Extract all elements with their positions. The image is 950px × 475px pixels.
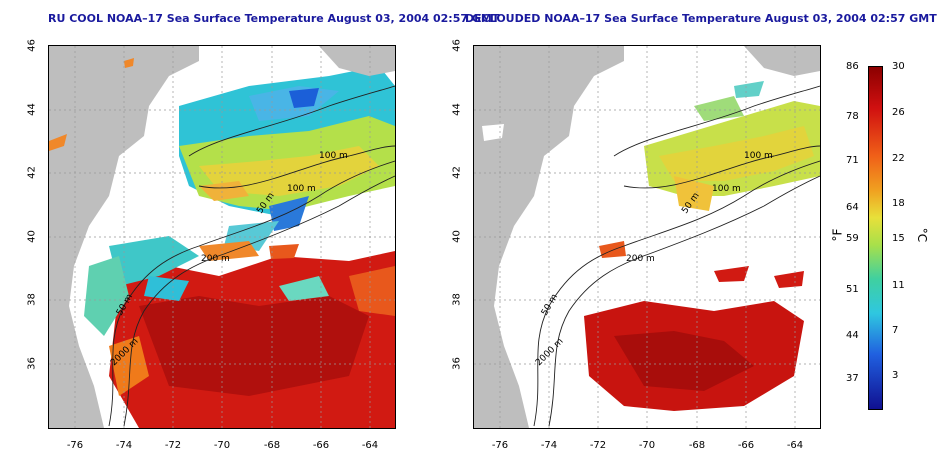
right-lat-label-38: 38 bbox=[451, 293, 463, 306]
left-map-title: RU COOL NOAA–17 Sea Surface Temperature … bbox=[48, 12, 500, 25]
colorbar-c-label-3: 3 bbox=[892, 370, 899, 381]
colorbar-f-label-59: 59 bbox=[846, 233, 859, 244]
right-lat-label-40: 40 bbox=[451, 230, 463, 243]
right-contour-label-2: 100 m bbox=[712, 184, 741, 194]
left-lon-label-74: -74 bbox=[115, 440, 133, 451]
left-map-panel: 100 m 100 m 50 m 200 m 50 m 2000 m bbox=[48, 45, 396, 429]
left-map-canvas: 100 m 100 m 50 m 200 m 50 m 2000 m bbox=[49, 46, 395, 428]
colorbar-c-label-11: 11 bbox=[892, 280, 905, 291]
left-lon-label-64: -64 bbox=[361, 440, 379, 451]
colorbar-f-label-71: 71 bbox=[846, 155, 859, 166]
left-lon-label-66: -66 bbox=[312, 440, 330, 451]
right-lat-label-42: 42 bbox=[451, 166, 463, 179]
right-contour-label-4: 200 m bbox=[626, 254, 655, 264]
colorbar-f-label-64: 64 bbox=[846, 202, 859, 213]
colorbar-c-label-18: 18 bbox=[892, 198, 905, 209]
right-map-title: DECLOUDED NOAA–17 Sea Surface Temperatur… bbox=[465, 12, 937, 25]
colorbar-f-label-78: 78 bbox=[846, 111, 859, 122]
left-lat-label-42: 42 bbox=[26, 166, 38, 179]
right-lat-label-36: 36 bbox=[451, 357, 463, 370]
left-lon-label-68: -68 bbox=[263, 440, 281, 451]
right-lon-label-66: -66 bbox=[737, 440, 755, 451]
right-lon-label-72: -72 bbox=[589, 440, 607, 451]
temperature-colorbar bbox=[868, 66, 883, 410]
left-lat-label-46: 46 bbox=[26, 39, 38, 52]
left-contour-label-4: 200 m bbox=[201, 254, 230, 264]
colorbar-f-label-86: 86 bbox=[846, 61, 859, 72]
left-lat-label-38: 38 bbox=[26, 293, 38, 306]
right-map-canvas: 100 m 100 m 50 m 200 m 50 m 2000 m bbox=[474, 46, 820, 428]
left-lon-label-70: -70 bbox=[213, 440, 231, 451]
right-contour-label-1: 100 m bbox=[744, 151, 773, 161]
colorbar-unit-c: °C bbox=[915, 227, 930, 243]
right-lat-label-44: 44 bbox=[451, 103, 463, 116]
colorbar-c-label-7: 7 bbox=[892, 325, 899, 336]
right-lon-label-74: -74 bbox=[540, 440, 558, 451]
right-lon-label-76: -76 bbox=[491, 440, 509, 451]
colorbar-f-label-44: 44 bbox=[846, 330, 859, 341]
left-contour-label-2: 100 m bbox=[287, 184, 316, 194]
colorbar-c-label-22: 22 bbox=[892, 153, 905, 164]
left-lat-label-40: 40 bbox=[26, 230, 38, 243]
colorbar-f-label-37: 37 bbox=[846, 373, 859, 384]
left-lat-label-36: 36 bbox=[26, 357, 38, 370]
right-map-panel: 100 m 100 m 50 m 200 m 50 m 2000 m bbox=[473, 45, 821, 429]
right-lon-label-68: -68 bbox=[688, 440, 706, 451]
left-contour-label-1: 100 m bbox=[319, 151, 348, 161]
colorbar-f-label-51: 51 bbox=[846, 284, 859, 295]
left-lon-label-76: -76 bbox=[66, 440, 84, 451]
right-lat-label-46: 46 bbox=[451, 39, 463, 52]
colorbar-c-label-15: 15 bbox=[892, 233, 905, 244]
colorbar-c-label-30: 30 bbox=[892, 61, 905, 72]
left-lat-label-44: 44 bbox=[26, 103, 38, 116]
colorbar-c-label-26: 26 bbox=[892, 107, 905, 118]
colorbar-unit-f: °F bbox=[830, 228, 845, 242]
right-lon-label-64: -64 bbox=[786, 440, 804, 451]
right-lon-label-70: -70 bbox=[638, 440, 656, 451]
left-lon-label-72: -72 bbox=[164, 440, 182, 451]
